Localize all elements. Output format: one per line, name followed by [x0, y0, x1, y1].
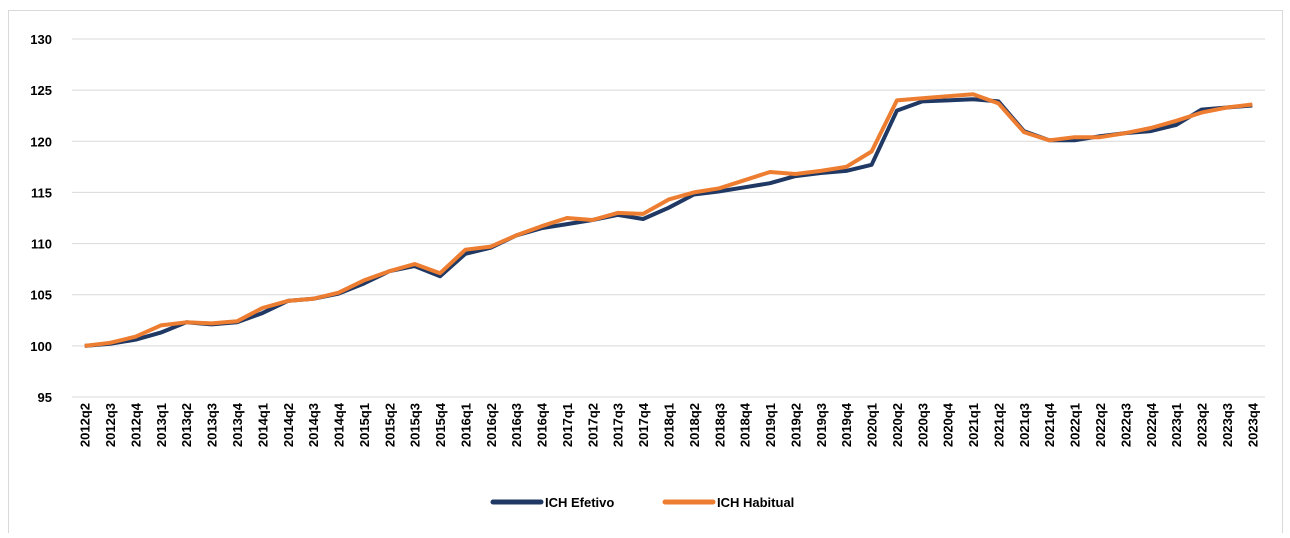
- x-tick-label: 2015q1: [357, 403, 372, 447]
- x-tick-label: 2022q1: [1068, 403, 1083, 447]
- x-tick-label: 2016q4: [535, 402, 550, 447]
- x-tick-label: 2023q4: [1245, 402, 1260, 447]
- x-tick-label: 2018q2: [687, 403, 702, 447]
- x-tick-label: 2020q4: [941, 402, 956, 447]
- y-tick-label: 110: [31, 237, 52, 252]
- y-tick-label: 95: [38, 390, 52, 405]
- x-tick-label: 2021q3: [1017, 403, 1032, 447]
- x-tick-label: 2022q2: [1093, 403, 1108, 447]
- y-tick-label: 125: [30, 83, 52, 98]
- x-tick-label: 2014q4: [332, 402, 347, 447]
- x-tick-label: 2021q1: [966, 403, 981, 447]
- x-tick-label: 2012q3: [103, 403, 118, 447]
- chart-frame: [8, 10, 1283, 538]
- x-tick-label: 2016q3: [509, 403, 524, 447]
- x-tick-label: 2015q4: [433, 402, 448, 447]
- x-tick-label: 2018q4: [738, 402, 753, 447]
- x-tick-label: 2017q2: [585, 403, 600, 447]
- x-tick-label: 2021q2: [991, 403, 1006, 447]
- x-tick-label: 2013q3: [205, 403, 220, 447]
- x-tick-label: 2023q3: [1220, 403, 1235, 447]
- x-tick-label: 2020q2: [890, 403, 905, 447]
- x-tick-label: 2017q3: [611, 403, 626, 447]
- y-tick-label: 115: [31, 185, 52, 200]
- x-tick-label: 2017q4: [636, 402, 651, 447]
- x-tick-label: 2019q2: [788, 403, 803, 447]
- x-tick-label: 2020q1: [865, 403, 880, 447]
- y-tick-label: 105: [30, 288, 52, 303]
- legend-label: ICH Efetivo: [545, 495, 614, 510]
- x-tick-label: 2019q3: [814, 403, 829, 447]
- series-line: [84, 92, 1253, 348]
- x-tick-label: 2017q1: [560, 403, 575, 447]
- x-tick-label: 2014q3: [306, 403, 321, 447]
- x-tick-label: 2021q4: [1042, 402, 1057, 447]
- x-tick-label: 2015q3: [408, 403, 423, 447]
- x-tick-label: 2012q2: [78, 403, 93, 447]
- x-tick-label: 2013q1: [154, 403, 169, 447]
- x-tick-label: 2019q4: [839, 402, 854, 447]
- x-tick-label: 2023q2: [1195, 403, 1210, 447]
- x-tick-label: 2019q1: [763, 403, 778, 447]
- x-tick-label: 2013q2: [179, 403, 194, 447]
- x-tick-label: 2016q1: [458, 403, 473, 447]
- x-tick-label: 2020q3: [915, 403, 930, 447]
- x-tick-label: 2014q1: [255, 403, 270, 447]
- x-tick-label: 2012q4: [128, 402, 143, 447]
- x-tick-label: 2018q3: [712, 403, 727, 447]
- x-tick-label: 2018q1: [662, 403, 677, 447]
- x-tick-label: 2015q2: [382, 403, 397, 447]
- legend-label: ICH Habitual: [717, 495, 794, 510]
- x-tick-label: 2022q3: [1118, 403, 1133, 447]
- x-tick-label: 2016q2: [484, 403, 499, 447]
- y-tick-label: 120: [30, 134, 52, 149]
- x-tick-label: 2023q1: [1169, 403, 1184, 447]
- x-tick-label: 2014q2: [281, 403, 296, 447]
- x-tick-label: 2013q4: [230, 402, 245, 447]
- x-tick-label: 2022q4: [1144, 402, 1159, 447]
- y-tick-label: 130: [30, 32, 52, 47]
- y-tick-label: 100: [30, 339, 52, 354]
